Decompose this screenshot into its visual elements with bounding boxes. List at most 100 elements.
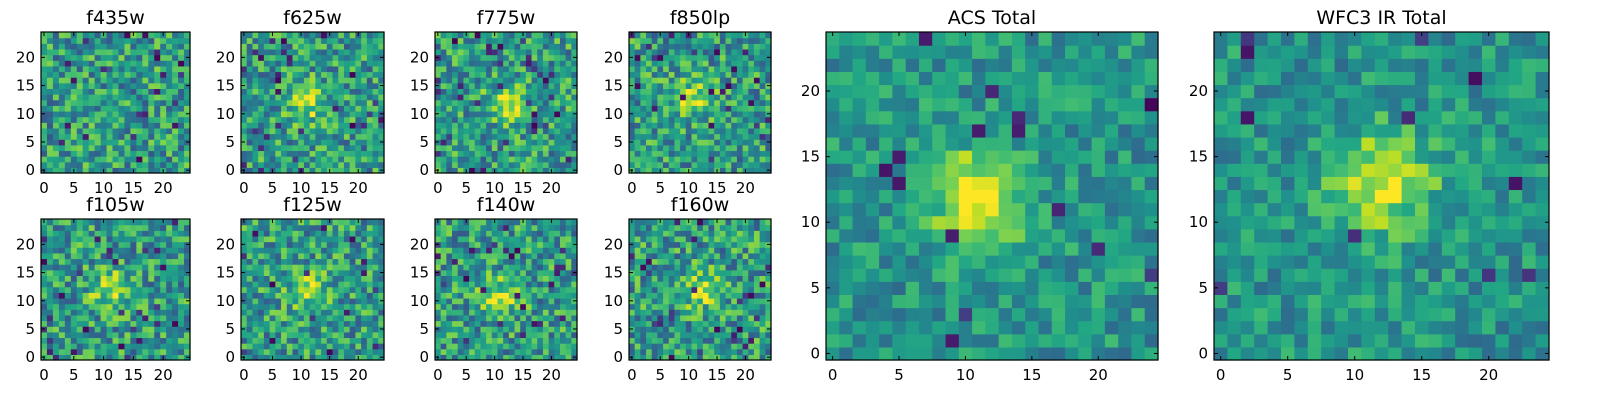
heatmap-cell [258,354,265,361]
heatmap-cell [303,247,311,254]
heatmap-cell [469,331,476,339]
heatmap-cell [714,269,721,276]
heatmap-cell [136,269,143,276]
heatmap-cell [58,224,66,231]
heatmap-cell [303,161,311,168]
heatmap-cell [172,161,179,168]
heatmap-cell [640,54,647,61]
heatmap-cell [537,224,544,231]
heatmap-cell [640,343,647,350]
heatmap-cell [166,252,173,260]
heatmap-cell [714,343,721,350]
heatmap-cell [166,43,173,50]
heatmap-cell [663,314,670,322]
heatmap-cell [112,167,120,174]
heatmap-cell [349,264,356,271]
heatmap-cell [651,116,658,123]
heatmap-cell [321,331,328,339]
heatmap-cell [252,343,259,350]
heatmap-cell [160,252,167,260]
heatmap-cell [503,161,510,168]
heatmap-cell [753,82,761,89]
heatmap-cell [160,54,167,61]
heatmap-cell [166,99,173,106]
heatmap-cell [668,161,676,168]
heatmap-cell [497,139,504,146]
heatmap-cell [46,43,54,50]
heatmap-cell [178,144,185,152]
heatmap-cell [503,281,510,288]
heatmap-cell [275,37,282,44]
heatmap-cell [88,161,96,168]
heatmap-cell [349,144,356,152]
heatmap-cell [252,82,259,89]
heatmap-cell [70,94,78,101]
heatmap-cell [41,94,48,101]
heatmap-cell [469,348,476,355]
heatmap-cell [58,314,66,322]
heatmap-cell [674,32,681,39]
heatmap-cell [166,127,173,135]
heatmap-cell [469,88,476,95]
heatmap-cell [130,292,137,299]
heatmap-cell [246,219,254,226]
heatmap-cell [58,303,66,310]
heatmap-cell [719,77,727,84]
heatmap-cell [514,241,521,248]
heatmap-cell [486,235,493,243]
heatmap-cell [372,264,379,271]
heatmap-cell [508,230,516,237]
heatmap-cell [378,88,385,95]
heatmap-cell [474,241,482,248]
heatmap-cell [246,292,254,299]
heatmap-cell [46,230,54,237]
heatmap-cell [674,167,681,174]
heatmap-cell [440,161,447,168]
y-tick-label: 20 [216,48,235,66]
heatmap-cell [714,139,721,146]
heatmap-cell [281,32,288,39]
heatmap-cell [118,127,126,135]
heatmap-cell [275,94,282,101]
heatmap-cell [446,54,453,61]
heatmap-cell [112,99,120,106]
heatmap-cell [100,156,108,163]
heatmap-cell [548,343,555,350]
heatmap-cell [520,48,527,56]
heatmap-cell [452,252,459,260]
heatmap-cell [469,235,476,243]
heatmap-cell [565,110,572,118]
heatmap-cell [685,105,693,112]
heatmap-cell [94,105,102,112]
heatmap-cell [315,99,322,106]
heatmap-cell [565,297,572,305]
heatmap-cell [503,48,510,56]
heatmap-cell [112,348,120,355]
heatmap-cell [263,241,271,248]
heatmap-cell [309,71,316,78]
heatmap-cell [64,297,72,305]
heatmap-cell [361,110,368,118]
heatmap-cell [184,71,191,78]
heatmap-cell [640,303,647,310]
heatmap-cell [525,127,533,135]
heatmap-cell [559,99,567,106]
heatmap-cell [503,337,510,344]
heatmap-cell [548,337,555,344]
heatmap-cell [309,99,316,106]
heatmap-cell [486,105,493,112]
heatmap-cell [252,110,259,118]
heatmap-cell [463,116,470,123]
heatmap-cell [142,144,149,152]
heatmap-cell [486,314,493,322]
heatmap-cell [765,65,772,73]
heatmap-cell [457,99,464,106]
heatmap-cell [731,43,738,50]
heatmap-cell [680,320,687,327]
heatmap-cell [440,65,447,73]
heatmap-cell [378,219,385,226]
heatmap-cell [281,54,288,61]
heatmap-cell [503,269,510,276]
heatmap-cell [731,326,738,333]
heatmap-cell [70,110,78,118]
